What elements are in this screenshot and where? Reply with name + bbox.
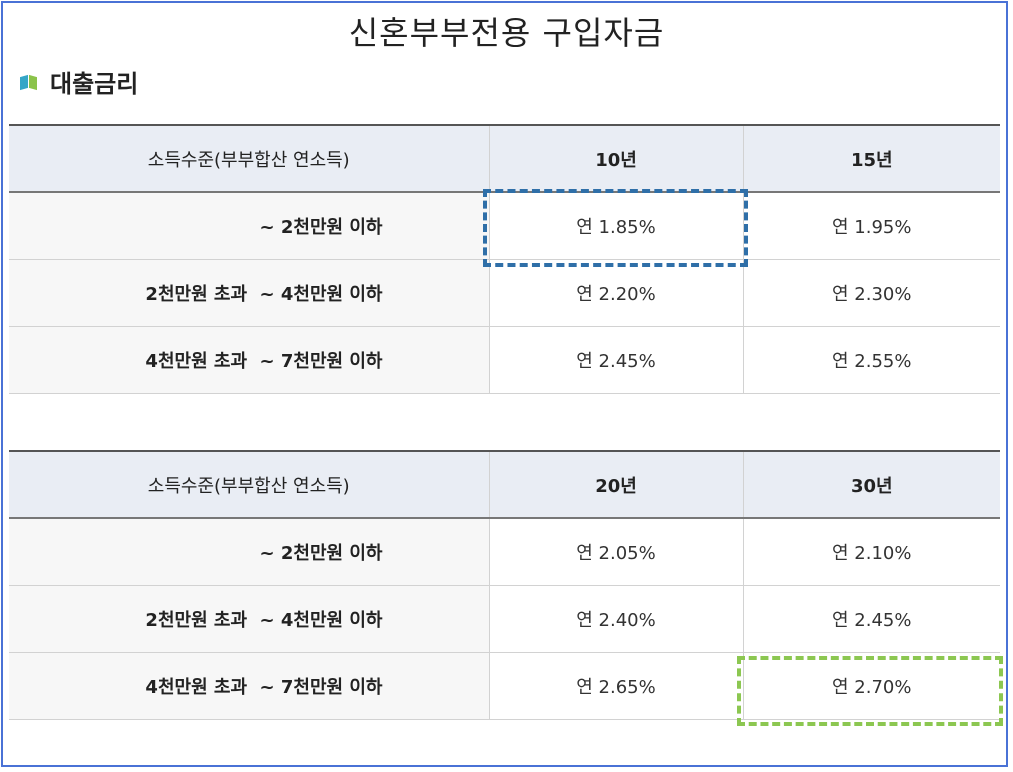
- income-bracket: 4천만원 초과 ~ 7천만원 이하: [9, 652, 489, 720]
- table-row: 4천만원 초과 ~ 7천만원 이하 연 2.45% 연 2.55%: [9, 326, 1000, 394]
- term-column-header: 30년: [742, 450, 1000, 519]
- rate-cell: 연 1.85%: [488, 192, 743, 260]
- income-bracket: ~ 2천만원 이하: [9, 518, 489, 586]
- table-row: ~ 2천만원 이하 연 1.85% 연 1.95%: [9, 192, 1000, 260]
- rate-table-short-term: 소득수준(부부합산 연소득) 10년 15년 ~ 2천만원 이하 연 1.85%…: [9, 124, 1000, 394]
- rate-table-long-term: 소득수준(부부합산 연소득) 20년 30년 ~ 2천만원 이하 연 2.05%…: [9, 450, 1000, 720]
- income-bracket: 4천만원 초과 ~ 7천만원 이하: [9, 326, 489, 394]
- table-row: 4천만원 초과 ~ 7천만원 이하 연 2.65% 연 2.70%: [9, 652, 1000, 720]
- rate-cell: 연 2.20%: [488, 259, 743, 327]
- rate-cell: 연 2.30%: [742, 259, 1000, 327]
- section-label: 대출금리: [50, 70, 139, 98]
- term-column-header: 10년: [488, 124, 743, 193]
- rate-cell: 연 2.45%: [488, 326, 743, 394]
- table-row: 2천만원 초과 ~ 4천만원 이하 연 2.40% 연 2.45%: [9, 585, 1000, 653]
- highlight-box-blue: [483, 189, 748, 267]
- page-title: 신혼부부전용 구입자금: [348, 14, 665, 52]
- rate-cell: 연 2.65%: [488, 652, 743, 720]
- rate-cell: 연 2.40%: [488, 585, 743, 653]
- term-column-header: 15년: [742, 124, 1000, 193]
- rate-cell: 연 2.70%: [742, 652, 1000, 720]
- term-column-header: 20년: [488, 450, 743, 519]
- section-header: 대출금리: [20, 64, 138, 99]
- table-row: ~ 2천만원 이하 연 2.05% 연 2.10%: [9, 518, 1000, 586]
- income-bracket: 2천만원 초과 ~ 4천만원 이하: [9, 585, 489, 653]
- rate-cell: 연 2.05%: [488, 518, 743, 586]
- rate-cell: 연 1.95%: [742, 192, 1000, 260]
- income-column-header: 소득수준(부부합산 연소득): [9, 124, 489, 193]
- highlight-box-green: [737, 656, 1003, 726]
- book-icon: [20, 73, 38, 91]
- rate-cell: 연 2.55%: [742, 326, 1000, 394]
- rate-cell: 연 2.45%: [742, 585, 1000, 653]
- table-header-row: 소득수준(부부합산 연소득) 20년 30년: [9, 450, 1000, 519]
- income-bracket: ~ 2천만원 이하: [9, 192, 489, 260]
- table-row: 2천만원 초과 ~ 4천만원 이하 연 2.20% 연 2.30%: [9, 259, 1000, 327]
- table-header-row: 소득수준(부부합산 연소득) 10년 15년: [9, 124, 1000, 193]
- income-column-header: 소득수준(부부합산 연소득): [9, 450, 489, 519]
- rate-cell: 연 2.10%: [742, 518, 1000, 586]
- income-bracket: 2천만원 초과 ~ 4천만원 이하: [9, 259, 489, 327]
